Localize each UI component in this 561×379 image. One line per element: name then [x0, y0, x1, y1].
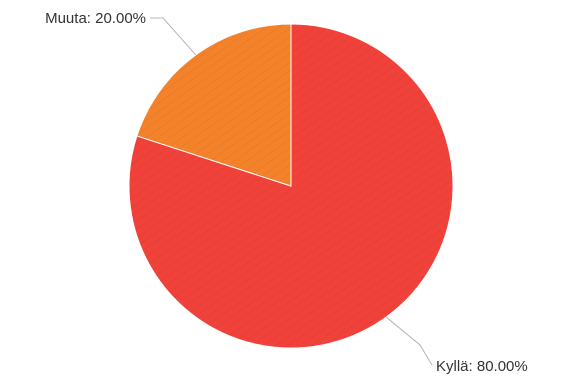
slice-kyll--leader-line	[385, 316, 433, 366]
slice-labels: Kyllä: 80.00% Muuta: 20.00%	[45, 10, 528, 375]
slice-muuta-label: Muuta: 20.00%	[45, 10, 146, 27]
slice-muuta-leader-line	[150, 17, 197, 56]
pie-slices	[128, 23, 454, 349]
slice-kyll--label: Kyllä: 80.00%	[436, 358, 528, 375]
slice-muuta-texture	[136, 24, 291, 186]
leader-lines	[150, 17, 433, 366]
